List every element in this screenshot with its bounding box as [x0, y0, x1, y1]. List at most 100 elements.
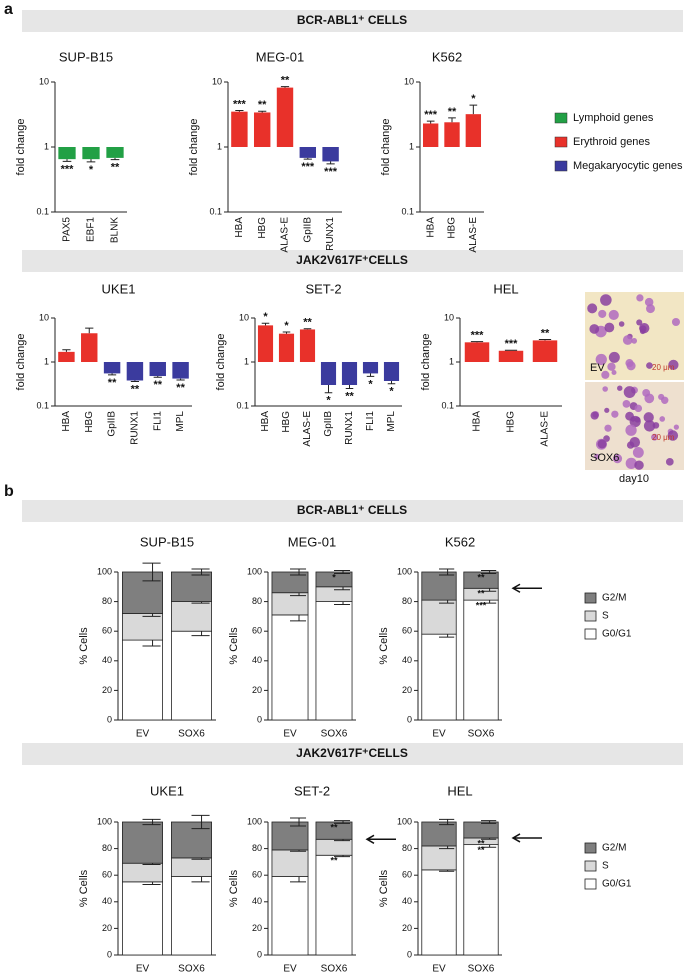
- cell: [617, 385, 623, 391]
- x-tick-label: HBA: [425, 217, 436, 238]
- cell: [651, 433, 658, 441]
- x-tick-label: HBA: [61, 411, 72, 432]
- y-tick-label: 80: [102, 596, 112, 606]
- y-tick-label: 60: [252, 626, 262, 636]
- bar-segment: [421, 821, 457, 847]
- error-bar: [176, 378, 185, 381]
- bar-segment: [315, 601, 353, 721]
- micrograph-label: SOX6: [590, 452, 619, 464]
- panel-letter: a: [4, 1, 13, 18]
- y-tick-label: 0.1: [236, 400, 249, 410]
- y-tick-label: 100: [247, 566, 262, 576]
- chart-title: MEG-01: [256, 49, 304, 64]
- significance: **: [345, 390, 354, 402]
- y-tick-label: 20: [102, 923, 112, 933]
- y-tick-label: 10: [39, 76, 49, 86]
- x-tick-label: RUNX1: [344, 411, 355, 445]
- error-bar: [62, 159, 72, 162]
- x-tick-label: GpIIB: [302, 217, 313, 243]
- cell: [622, 399, 631, 408]
- x-tick-label: SOX6: [178, 729, 205, 740]
- error-bar: [280, 86, 290, 88]
- significance: **: [477, 838, 485, 848]
- bar: [322, 147, 339, 162]
- cell: [652, 422, 660, 429]
- error-bar: [387, 380, 396, 385]
- error-bar: [153, 376, 162, 378]
- cell: [671, 317, 680, 327]
- banner: [22, 500, 683, 522]
- y-tick-label: 60: [102, 626, 112, 636]
- significance: **: [477, 572, 485, 582]
- x-tick-label: HBG: [281, 411, 292, 433]
- cell: [632, 447, 644, 458]
- error-bar: [191, 814, 210, 830]
- y-tick-label: 0: [407, 714, 412, 724]
- y-tick-label: 1: [44, 141, 49, 151]
- significance: *: [326, 395, 331, 407]
- bar-segment: [463, 571, 499, 589]
- cell: [604, 407, 610, 413]
- y-axis-label: % Cells: [228, 869, 240, 907]
- panel-letter: b: [4, 483, 14, 500]
- error-bar: [448, 117, 456, 123]
- cell: [611, 410, 619, 418]
- significance: **: [131, 383, 140, 395]
- significance: ***: [61, 163, 75, 175]
- cell: [595, 353, 607, 366]
- error-bar: [345, 385, 354, 389]
- micrograph-caption: day10: [619, 473, 649, 485]
- legend-label: Megakaryocytic genes: [573, 160, 683, 172]
- error-bar: [324, 385, 333, 394]
- y-tick-label: 1: [449, 356, 454, 366]
- cell: [607, 362, 616, 371]
- error-bar: [85, 327, 94, 334]
- cell: [618, 321, 625, 327]
- bar-segment: [122, 571, 163, 614]
- bar-segment: [421, 869, 457, 956]
- x-tick-label: GpIIB: [107, 411, 118, 437]
- cell: [598, 309, 607, 318]
- scale-bar-label: 20 μm: [652, 433, 675, 442]
- error-bar: [261, 322, 270, 326]
- chart-title: UKE1: [102, 281, 136, 296]
- x-tick-label: HBG: [84, 411, 95, 433]
- bar-segment: [171, 601, 212, 632]
- legend-swatch: [584, 842, 597, 854]
- legend-swatch: [554, 160, 568, 172]
- error-bar: [504, 349, 518, 351]
- cell: [625, 457, 637, 469]
- y-tick-label: 40: [402, 655, 412, 665]
- y-tick-label: 0: [407, 949, 412, 959]
- cell: [622, 335, 633, 345]
- banner-text: JAK2V617F⁺CELLS: [296, 746, 408, 760]
- y-tick-label: 60: [402, 626, 412, 636]
- y-tick-label: 10: [444, 312, 454, 322]
- cell: [611, 369, 617, 376]
- y-axis-label: fold change: [215, 334, 227, 391]
- y-tick-label: 20: [252, 923, 262, 933]
- bar-segment: [122, 821, 163, 864]
- y-tick-label: 60: [252, 870, 262, 880]
- chart-title: K562: [445, 534, 475, 549]
- y-tick-label: 40: [402, 896, 412, 906]
- legend-label: S: [602, 861, 609, 872]
- error-bar: [303, 328, 312, 330]
- bar-segment: [271, 849, 309, 877]
- error-bar: [470, 341, 484, 343]
- x-tick-label: EV: [136, 729, 150, 740]
- significance: **: [281, 74, 290, 86]
- legend-swatch: [554, 112, 568, 124]
- chart-title: HEL: [447, 783, 472, 798]
- cell: [634, 404, 643, 413]
- significance: ***: [301, 161, 315, 173]
- x-tick-label: EV: [432, 964, 446, 975]
- error-bar: [439, 818, 455, 826]
- y-tick-label: 60: [402, 870, 412, 880]
- y-tick-label: 0.1: [209, 206, 222, 216]
- x-tick-label: EV: [136, 964, 150, 975]
- bar-segment: [421, 845, 457, 871]
- chart-title: SUP-B15: [59, 49, 113, 64]
- y-tick-label: 20: [402, 923, 412, 933]
